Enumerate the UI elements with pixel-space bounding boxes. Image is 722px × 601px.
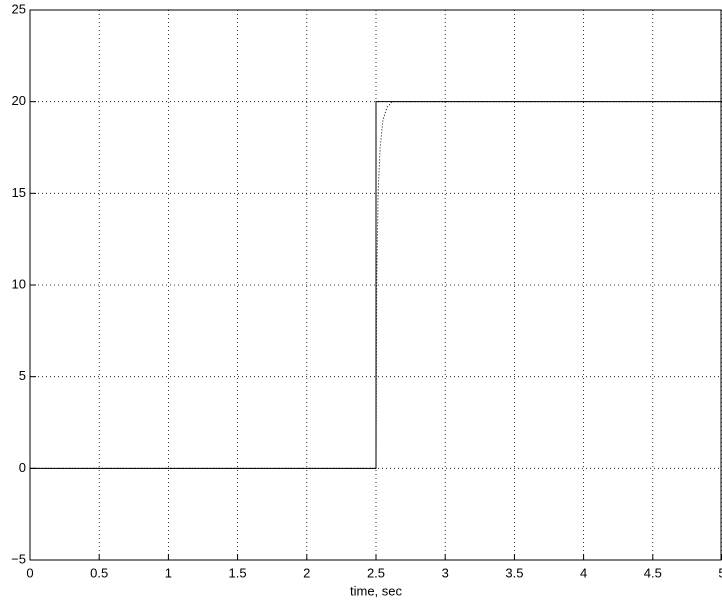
x-tick-label: 4 bbox=[580, 565, 587, 580]
y-tick-label: 10 bbox=[12, 276, 26, 291]
x-tick-label: 3.5 bbox=[505, 565, 523, 580]
y-tick-label: 25 bbox=[12, 1, 26, 16]
plot-frame bbox=[29, 9, 722, 561]
x-tick-label: 3 bbox=[442, 565, 449, 580]
y-tick-label: 5 bbox=[19, 368, 26, 383]
y-tick-label: 0 bbox=[19, 460, 26, 475]
x-axis-label: time, sec bbox=[350, 583, 403, 598]
x-tick-label: 2 bbox=[303, 565, 310, 580]
y-tick-label: −5 bbox=[11, 551, 26, 566]
x-tick-label: 1.5 bbox=[229, 565, 247, 580]
series-line bbox=[30, 101, 722, 469]
x-tick-label: 2.5 bbox=[367, 565, 385, 580]
x-tick-label: 0 bbox=[26, 565, 33, 580]
x-tick-label: 1 bbox=[165, 565, 172, 580]
x-tick-label: 0.5 bbox=[90, 565, 108, 580]
y-tick-label: 15 bbox=[12, 185, 26, 200]
series-line bbox=[30, 101, 722, 469]
y-tick-label: 20 bbox=[12, 93, 26, 108]
x-tick-label: 5 bbox=[718, 565, 722, 580]
x-tick-label: 4.5 bbox=[644, 565, 662, 580]
